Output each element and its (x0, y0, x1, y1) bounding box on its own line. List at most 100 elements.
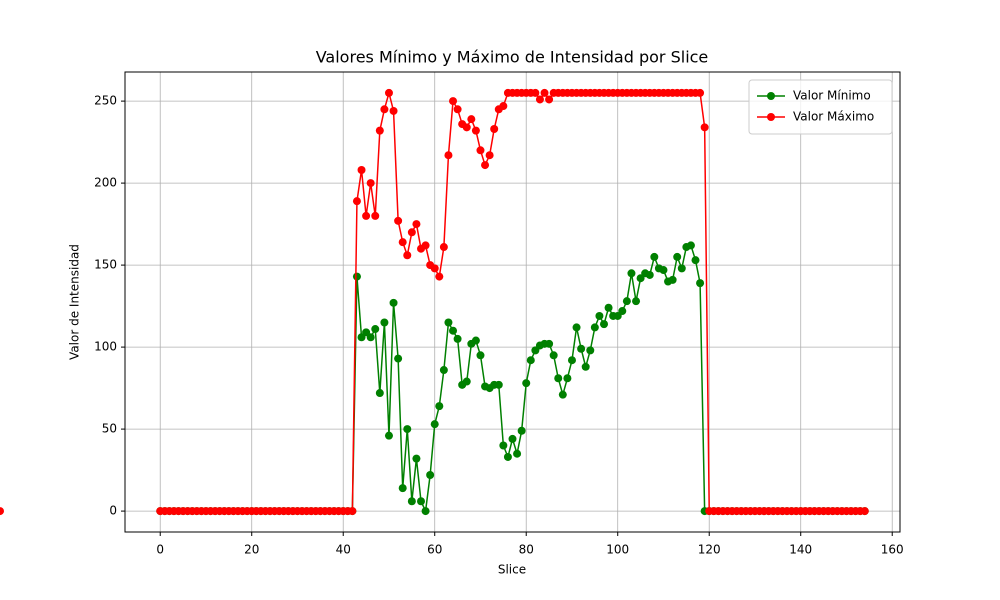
data-point (421, 241, 430, 250)
data-point (577, 344, 586, 353)
data-point (572, 323, 581, 332)
data-point (375, 126, 384, 135)
data-point (412, 454, 421, 463)
y-tick-label: 150 (94, 258, 117, 272)
data-point (650, 252, 659, 261)
data-point (604, 303, 613, 312)
data-point (394, 354, 403, 363)
data-point (366, 179, 375, 188)
data-point (645, 270, 654, 279)
data-point (599, 320, 608, 329)
data-point (696, 279, 705, 288)
data-point (590, 323, 599, 332)
data-point (595, 311, 604, 320)
legend-box (748, 79, 893, 135)
data-point (430, 264, 439, 273)
data-point (668, 275, 677, 284)
data-point (426, 471, 435, 480)
data-point (430, 420, 439, 429)
data-point (348, 507, 357, 516)
data-point (371, 211, 380, 220)
data-point (549, 351, 558, 360)
data-point (394, 216, 403, 225)
data-point (439, 243, 448, 252)
data-point (366, 333, 375, 342)
data-point (558, 390, 567, 399)
y-tick-label: 100 (94, 340, 117, 354)
data-point (522, 379, 531, 388)
data-point (531, 88, 540, 97)
data-point (462, 123, 471, 132)
data-point (371, 325, 380, 334)
data-point (485, 151, 494, 160)
data-point (860, 507, 869, 516)
data-point (567, 356, 576, 365)
data-point (380, 318, 389, 327)
data-point (435, 402, 444, 411)
data-point (494, 380, 503, 389)
x-tick-label: 0 (156, 543, 164, 557)
data-point (435, 272, 444, 281)
data-point (398, 238, 407, 247)
x-tick-label: 100 (606, 543, 629, 557)
data-point (526, 356, 535, 365)
data-point (467, 115, 476, 124)
data-point (444, 318, 453, 327)
y-tick-label: 50 (102, 422, 117, 436)
data-point (700, 123, 709, 132)
y-tick-label: 250 (94, 94, 117, 108)
data-point (627, 269, 636, 278)
x-tick-label: 60 (427, 543, 442, 557)
data-point (696, 88, 705, 97)
data-point (352, 272, 361, 281)
data-point (439, 366, 448, 375)
plot-frame (124, 71, 901, 533)
data-point (384, 431, 393, 440)
data-point (444, 151, 453, 160)
data-point (540, 88, 549, 97)
data-point (453, 334, 462, 343)
data-point (476, 351, 485, 360)
data-point (517, 426, 526, 435)
data-point (453, 105, 462, 114)
data-point (403, 251, 412, 260)
y-tick-label: 0 (109, 504, 117, 518)
data-point (622, 297, 631, 306)
y-tick-label: 200 (94, 176, 117, 190)
data-point (673, 252, 682, 261)
data-point (449, 326, 458, 335)
x-tick-label: 40 (336, 543, 351, 557)
x-tick-label: 20 (244, 543, 259, 557)
x-tick-label: 140 (789, 543, 812, 557)
data-point (471, 126, 480, 135)
data-point (632, 297, 641, 306)
data-point (384, 88, 393, 97)
data-point (449, 97, 458, 106)
data-point (563, 374, 572, 383)
data-point (0, 507, 4, 516)
x-tick-label: 160 (881, 543, 904, 557)
data-point (398, 484, 407, 493)
data-point (403, 425, 412, 434)
data-point (535, 95, 544, 104)
data-point (499, 102, 508, 111)
data-point (417, 497, 426, 506)
data-point (677, 264, 686, 273)
legend-marker (767, 92, 775, 100)
data-point (508, 434, 517, 443)
data-point (581, 362, 590, 371)
x-tick-label: 120 (698, 543, 721, 557)
data-point (462, 377, 471, 386)
data-point (499, 441, 508, 450)
legend-label: Valor Mínimo (793, 89, 871, 103)
data-point (490, 124, 499, 133)
data-point (513, 449, 522, 458)
data-point (357, 165, 366, 174)
data-point (362, 211, 371, 220)
x-tick-label: 80 (519, 543, 534, 557)
legend: Valor Mínimo Valor Máximo (748, 79, 893, 135)
data-point (389, 106, 398, 115)
legend-marker (767, 113, 775, 121)
data-point (412, 220, 421, 229)
